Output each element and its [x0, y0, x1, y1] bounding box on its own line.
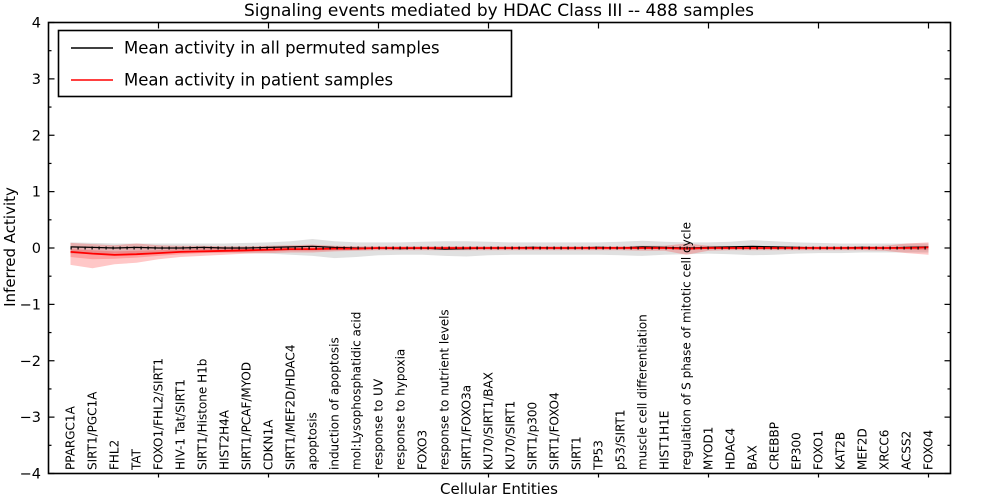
chart-title: Signaling events mediated by HDAC Class … [244, 1, 754, 21]
category-label: KU70/SIRT1 [504, 401, 518, 470]
legend: Mean activity in all permuted samples Me… [57, 29, 513, 98]
legend-label-patient: Mean activity in patient samples [124, 71, 393, 90]
y-axis-label: Inferred Activity [1, 187, 19, 307]
category-label: XRCC6 [878, 430, 892, 470]
category-label: TP53 [592, 440, 606, 471]
y-tick-label: 3 [32, 72, 41, 88]
category-label: p53/SIRT1 [614, 409, 628, 470]
category-label: MEF2D [856, 428, 870, 470]
category-label: response to UV [372, 378, 386, 470]
category-label: HDAC4 [724, 428, 738, 470]
category-label: FOXO3 [416, 430, 430, 470]
category-label: CREBBP [768, 422, 782, 470]
legend-box [57, 29, 513, 98]
category-label: FOXO1/FHL2/SIRT1 [152, 358, 166, 470]
y-tick-label: −2 [20, 354, 41, 370]
category-label: TAT [130, 448, 144, 471]
category-label: SIRT1/PCAF/MYOD [240, 362, 254, 470]
category-label: regulation of S phase of mitotic cell cy… [680, 222, 694, 470]
category-label: KU70/SIRT1/BAX [482, 372, 496, 470]
category-label: ACSS2 [900, 431, 914, 470]
data-lines [70, 245, 929, 256]
y-tick-label: −4 [20, 467, 41, 483]
y-tick-label: −1 [20, 297, 41, 313]
category-label: PPARGC1A [64, 405, 78, 470]
category-label: HIST1H1E [658, 411, 672, 470]
category-label: mol:Lysophosphatidic acid [350, 312, 364, 470]
y-tick-label: 2 [32, 128, 41, 144]
category-label: KAT2B [834, 432, 848, 470]
confidence-bands [70, 239, 929, 269]
category-labels: PPARGC1A SIRT1/PGC1A FHL2 TAT FOXO1/FHL2/SIR… [64, 222, 936, 471]
category-label: FOXO1 [812, 430, 826, 470]
plot-frame [47, 21, 952, 475]
y-tick-label: 4 [32, 16, 41, 32]
axis-tick-labels: 4 3 2 1 0 −1 −2 −3 −4 [20, 16, 41, 483]
category-label: HIV-1 Tat/SIRT1 [174, 379, 188, 470]
category-label: response to hypoxia [394, 349, 408, 470]
category-label: SIRT1/p300 [526, 402, 540, 470]
category-label: apoptosis [306, 412, 320, 470]
x-axis-label: Cellular Entities [440, 480, 558, 498]
category-label: induction of apoptosis [328, 337, 342, 470]
category-label: SIRT1/PGC1A [86, 391, 100, 470]
category-label: EP300 [790, 432, 804, 470]
y-tick-label: 0 [32, 241, 41, 257]
legend-label-permuted: Mean activity in all permuted samples [124, 39, 440, 58]
category-label: CDKN1A [262, 419, 276, 470]
category-label: FOXO4 [922, 430, 936, 470]
category-label: MYOD1 [702, 427, 716, 470]
category-label: SIRT1/FOXO4 [548, 392, 562, 470]
category-label: HIST2H4A [218, 409, 232, 470]
category-label: SIRT1 [570, 436, 584, 470]
category-label: SIRT1/FOXO3a [460, 385, 474, 470]
category-label: response to nutrient levels [438, 309, 452, 470]
category-label: muscle cell differentiation [636, 314, 650, 470]
y-tick-label: 1 [32, 185, 41, 201]
category-label: BAX [746, 445, 760, 470]
category-label: FHL2 [108, 440, 122, 470]
y-tick-label: −3 [20, 410, 41, 426]
category-label: SIRT1/MEF2D/HDAC4 [284, 345, 298, 470]
category-label: SIRT1/Histone H1b [196, 359, 210, 470]
